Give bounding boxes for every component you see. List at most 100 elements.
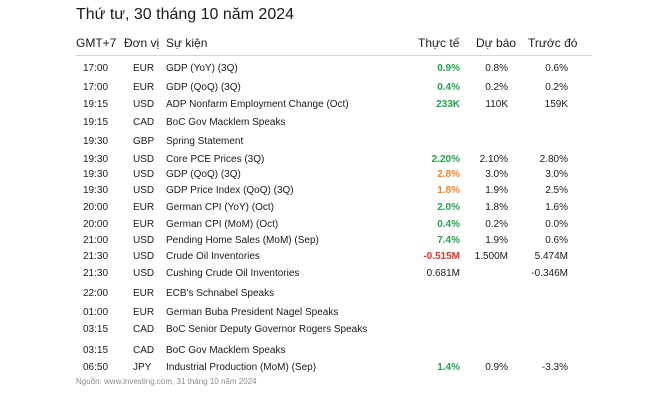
row-time: 19:30 (83, 169, 109, 180)
table-row: 22:00 EUR ECB's Schnabel Speaks (0, 287, 667, 301)
row-forecast: 2.10% (479, 154, 508, 165)
table-header: GMT+7 Đơn vị Sự kiện Thực tế Dự báo Trướ… (0, 36, 667, 52)
row-time: 20:00 (83, 219, 109, 230)
row-forecast: 0.2% (485, 219, 508, 230)
row-previous: 3.0% (545, 169, 568, 180)
row-event: BoC Gov Macklem Speaks (166, 345, 286, 356)
row-event: Crude Oil Inventories (166, 251, 260, 262)
row-previous: 0.6% (545, 63, 568, 74)
row-currency: USD (133, 251, 155, 262)
row-forecast: 0.8% (485, 63, 508, 74)
table-row: 21:30 USD Crude Oil Inventories -0.515M 1.50… (0, 250, 667, 264)
row-time: 22:00 (83, 288, 109, 299)
row-event: Industrial Production (MoM) (Sep) (166, 362, 317, 373)
row-actual: 2.8% (437, 169, 460, 180)
row-event: GDP Price Index (QoQ) (3Q) (166, 185, 294, 196)
table-row: 19:30 GBP Spring Statement (0, 135, 667, 149)
table-row: 19:30 USD Core PCE Prices (3Q) 2.20% 2.10% 2.… (0, 153, 667, 167)
column-header-time: GMT+7 (76, 36, 117, 50)
row-currency: USD (133, 235, 155, 246)
row-event: German CPI (YoY) (Oct) (166, 202, 274, 213)
row-forecast: 1.9% (485, 235, 508, 246)
row-previous: -0.346M (531, 268, 568, 279)
row-event: GDP (YoY) (3Q) (166, 63, 238, 74)
row-forecast: 0.9% (485, 362, 508, 373)
table-row: 21:30 USD Cushing Crude Oil Inventories 0.6… (0, 267, 667, 281)
row-event: Spring Statement (166, 136, 244, 147)
page-title: Thứ tư, 30 tháng 10 năm 2024 (76, 6, 295, 23)
row-currency: USD (133, 185, 155, 196)
table-row: 17:00 EUR GDP (YoY) (3Q) 0.9% 0.8% 0.6% (0, 62, 667, 76)
row-currency: EUR (133, 63, 155, 74)
row-time: 19:30 (83, 136, 109, 147)
table-row: 21:00 USD Pending Home Sales (MoM) (Sep) 7.… (0, 234, 667, 248)
row-forecast: 3.0% (485, 169, 508, 180)
row-event: Core PCE Prices (3Q) (166, 154, 265, 165)
row-time: 17:00 (83, 82, 109, 93)
row-previous: 0.6% (545, 235, 568, 246)
row-event: GDP (QoQ) (3Q) (166, 82, 241, 93)
row-event: German CPI (MoM) (Oct) (166, 219, 279, 230)
row-time: 01:00 (83, 307, 109, 318)
row-previous: -3.3% (541, 362, 568, 373)
row-previous: 0.2% (545, 82, 568, 93)
row-currency: EUR (133, 307, 155, 318)
row-currency: USD (133, 268, 155, 279)
row-time: 21:30 (83, 268, 109, 279)
row-time: 21:00 (83, 235, 109, 246)
table-row: 01:00 EUR German Buba President Nagel Spea… (0, 306, 667, 320)
row-forecast: 1.500M (474, 251, 508, 262)
row-time: 03:15 (83, 324, 109, 335)
row-previous: 2.5% (545, 185, 568, 196)
row-event: Cushing Crude Oil Inventories (166, 268, 300, 279)
row-currency: USD (133, 154, 155, 165)
header-divider (76, 55, 592, 56)
row-forecast: 1.8% (485, 202, 508, 213)
row-time: 19:30 (83, 185, 109, 196)
table-row: 19:15 USD ADP Nonfarm Employment Change (O… (0, 98, 667, 112)
row-previous: 1.6% (545, 202, 568, 213)
row-event: ADP Nonfarm Employment Change (Oct) (166, 99, 349, 110)
row-time: 03:15 (83, 345, 109, 356)
table-row: 03:15 CAD BoC Gov Macklem Speaks (0, 344, 667, 358)
row-currency: EUR (133, 219, 155, 230)
row-currency: GBP (133, 136, 155, 147)
table-row: 20:00 EUR German CPI (MoM) (Oct) 0.4% 0.2% 0.… (0, 218, 667, 232)
row-actual: 0.4% (437, 82, 460, 93)
row-currency: EUR (133, 202, 155, 213)
row-event: BoC Gov Macklem Speaks (166, 117, 286, 128)
row-time: 19:15 (83, 99, 109, 110)
table-row: 19:30 USD GDP Price Index (QoQ) (3Q) 1.8% 1.… (0, 184, 667, 198)
row-actual: 2.0% (437, 202, 460, 213)
row-time: 21:30 (83, 251, 109, 262)
row-previous: 159K (544, 99, 568, 110)
row-time: 20:00 (83, 202, 109, 213)
row-previous: 0.0% (545, 219, 568, 230)
row-actual: 7.4% (437, 235, 460, 246)
row-event: German Buba President Nagel Speaks (166, 307, 339, 318)
row-actual: 1.4% (437, 362, 460, 373)
row-previous: 2.80% (539, 154, 568, 165)
table-row: 17:00 EUR GDP (QoQ) (3Q) 0.4% 0.2% 0.2% (0, 81, 667, 95)
column-header-actual: Thực tế (418, 36, 460, 50)
row-currency: EUR (133, 288, 155, 299)
row-time: 19:15 (83, 117, 109, 128)
row-currency: USD (133, 99, 155, 110)
row-previous: 5.474M (534, 251, 568, 262)
table-row: 20:00 EUR German CPI (YoY) (Oct) 2.0% 1.8% 1.… (0, 201, 667, 215)
row-actual: 1.8% (437, 185, 460, 196)
row-event: Pending Home Sales (MoM) (Sep) (166, 235, 319, 246)
row-forecast: 110K (485, 99, 508, 110)
row-time: 06:50 (83, 362, 109, 373)
table-row: 19:30 USD GDP (QoQ) (3Q) 2.8% 3.0% 3.0% (0, 168, 667, 182)
table-row: 03:15 CAD BoC Senior Deputy Governor Roger… (0, 323, 667, 337)
row-actual: 0.681M (426, 268, 460, 279)
row-currency: USD (133, 169, 155, 180)
row-event: BoC Senior Deputy Governor Rogers Speaks (166, 324, 368, 335)
row-actual: 2.20% (431, 154, 460, 165)
row-actual: -0.515M (423, 251, 460, 262)
row-currency: CAD (133, 345, 155, 356)
column-header-forecast: Dự báo (476, 36, 517, 50)
row-currency: JPY (133, 362, 152, 373)
